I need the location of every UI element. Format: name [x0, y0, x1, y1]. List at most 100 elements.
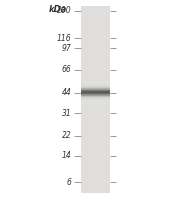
Bar	[81, 101, 110, 102]
Bar	[81, 41, 110, 43]
Bar	[81, 48, 110, 50]
Bar	[81, 123, 110, 125]
Bar	[81, 93, 110, 94]
Bar	[81, 64, 110, 67]
Bar	[81, 129, 110, 132]
Bar	[81, 120, 110, 123]
Bar	[81, 111, 110, 113]
Bar	[81, 57, 110, 60]
Bar	[81, 108, 110, 111]
Bar	[81, 102, 110, 103]
Bar	[81, 104, 110, 107]
Text: kDa: kDa	[49, 5, 67, 14]
Bar	[81, 6, 110, 8]
Bar	[81, 8, 110, 11]
Bar	[81, 101, 110, 104]
Bar	[81, 59, 110, 62]
Bar	[81, 15, 110, 18]
Bar	[81, 85, 110, 88]
Bar	[81, 90, 110, 91]
Bar	[81, 29, 110, 32]
Bar	[81, 31, 110, 34]
Bar	[81, 22, 110, 25]
Bar	[81, 10, 110, 13]
Bar	[81, 99, 110, 100]
Bar	[81, 86, 110, 87]
Bar	[81, 17, 110, 20]
Bar	[81, 83, 110, 84]
Bar	[81, 190, 110, 193]
Bar	[81, 141, 110, 144]
Text: 31: 31	[62, 109, 72, 118]
Bar	[81, 96, 110, 97]
Bar	[81, 97, 110, 98]
Bar	[81, 50, 110, 53]
Bar	[81, 99, 110, 100]
Bar	[81, 92, 110, 93]
Bar	[81, 92, 110, 95]
Bar	[81, 127, 110, 130]
Bar	[81, 38, 110, 41]
Bar	[81, 87, 110, 88]
Bar	[81, 106, 110, 109]
Bar	[81, 98, 110, 99]
Bar	[81, 148, 110, 151]
Bar	[81, 102, 110, 103]
Bar	[81, 66, 110, 69]
Bar	[81, 13, 110, 15]
Text: 66: 66	[62, 65, 72, 74]
Bar	[81, 183, 110, 186]
Bar	[81, 89, 110, 90]
Bar	[81, 45, 110, 48]
Bar	[81, 90, 110, 92]
Bar	[81, 139, 110, 142]
Bar	[81, 174, 110, 177]
Bar	[81, 92, 110, 93]
Bar	[81, 113, 110, 116]
Bar	[81, 33, 110, 36]
Text: 6: 6	[67, 178, 72, 187]
Text: 22: 22	[62, 131, 72, 140]
Bar	[81, 80, 110, 83]
Bar	[81, 162, 110, 165]
Bar	[81, 36, 110, 39]
Bar	[81, 95, 110, 96]
Bar	[81, 43, 110, 46]
Bar	[81, 160, 110, 163]
Bar	[81, 84, 110, 85]
Bar	[81, 103, 110, 104]
Bar	[81, 94, 110, 97]
Bar	[81, 88, 110, 89]
Bar	[81, 115, 110, 118]
Bar	[81, 132, 110, 135]
Text: 200: 200	[57, 6, 72, 15]
Bar	[81, 91, 110, 92]
Bar	[81, 176, 110, 179]
Bar	[81, 146, 110, 149]
Bar	[81, 186, 110, 188]
Bar	[81, 82, 110, 83]
Bar	[81, 94, 110, 95]
Bar	[81, 78, 110, 81]
Bar	[81, 167, 110, 170]
Bar	[81, 55, 110, 57]
Bar	[81, 172, 110, 174]
Bar	[81, 151, 110, 153]
Bar	[81, 137, 110, 139]
Bar	[81, 82, 110, 83]
Bar	[81, 155, 110, 158]
Bar	[81, 95, 110, 96]
Bar	[81, 100, 110, 101]
Text: 97: 97	[62, 44, 72, 53]
Bar	[81, 87, 110, 90]
Bar	[81, 134, 110, 137]
Text: 14: 14	[62, 151, 72, 160]
Bar	[81, 153, 110, 156]
Bar	[81, 89, 110, 90]
Bar	[81, 165, 110, 167]
Bar	[81, 52, 110, 55]
Bar	[81, 27, 110, 29]
Bar	[81, 81, 110, 82]
Bar	[81, 85, 110, 86]
Text: 44: 44	[62, 88, 72, 97]
